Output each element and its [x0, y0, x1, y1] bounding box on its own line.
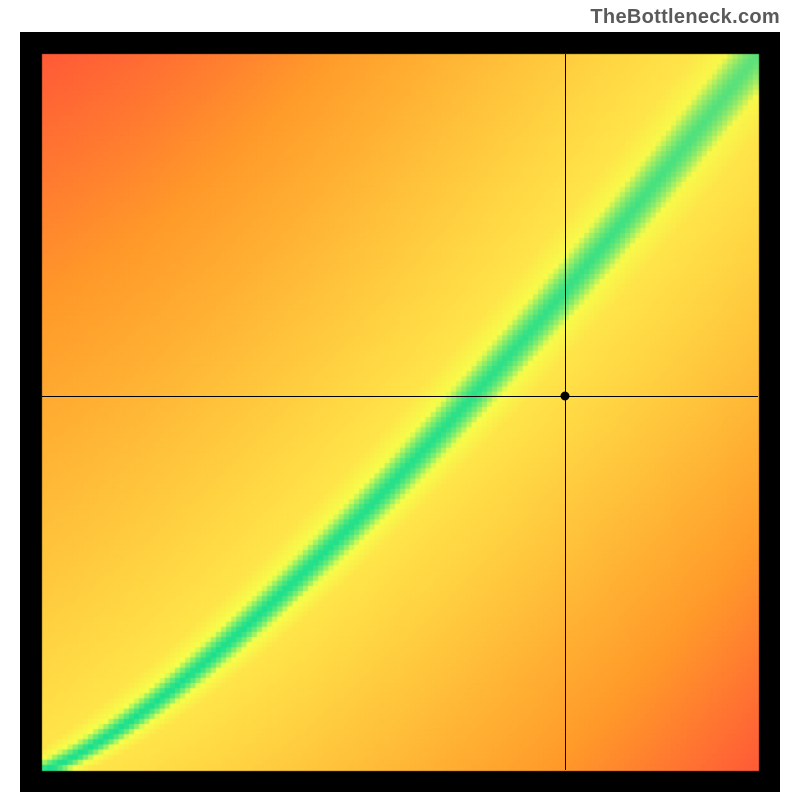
- chart-outer-border: [20, 32, 780, 792]
- chart-container: TheBottleneck.com: [0, 0, 800, 800]
- bottleneck-heatmap: [20, 32, 780, 792]
- watermark-text: TheBottleneck.com: [590, 6, 780, 29]
- crosshair-vertical: [565, 54, 566, 770]
- crosshair-horizontal: [42, 396, 758, 397]
- crosshair-marker-dot: [560, 392, 569, 401]
